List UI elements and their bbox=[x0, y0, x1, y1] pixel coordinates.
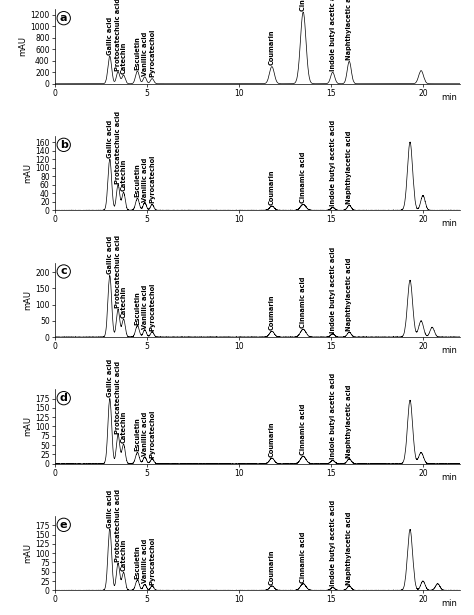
Text: Coumarin: Coumarin bbox=[269, 30, 275, 65]
Text: min: min bbox=[441, 473, 457, 482]
Y-axis label: mAU: mAU bbox=[23, 543, 32, 563]
Text: Gallic acid: Gallic acid bbox=[107, 120, 113, 158]
Text: Coumarin: Coumarin bbox=[269, 170, 275, 205]
Text: b: b bbox=[60, 140, 68, 150]
Text: Naphthylacetic acid: Naphthylacetic acid bbox=[346, 512, 352, 585]
Text: Protocatechuic acid: Protocatechuic acid bbox=[115, 490, 121, 563]
Text: d: d bbox=[60, 393, 68, 403]
Text: Vanillic acid: Vanillic acid bbox=[142, 411, 148, 456]
Text: min: min bbox=[441, 346, 457, 355]
Y-axis label: mAU: mAU bbox=[18, 36, 27, 57]
Text: Pyrocatechol: Pyrocatechol bbox=[149, 282, 155, 331]
Text: Esculetin: Esculetin bbox=[135, 164, 140, 197]
Text: Pyrocatechol: Pyrocatechol bbox=[149, 410, 155, 458]
Text: Cinnamic acid: Cinnamic acid bbox=[300, 531, 306, 582]
Text: Pyrocatechol: Pyrocatechol bbox=[149, 155, 155, 204]
Y-axis label: mAU: mAU bbox=[23, 416, 32, 437]
Text: Gallic acid: Gallic acid bbox=[107, 359, 113, 397]
Text: Gallic acid: Gallic acid bbox=[107, 236, 113, 274]
Text: Indole butyl acetic acid: Indole butyl acetic acid bbox=[330, 500, 336, 586]
Text: Catechin: Catechin bbox=[120, 42, 127, 74]
Text: Catechin: Catechin bbox=[120, 286, 127, 318]
Text: Esculetin: Esculetin bbox=[135, 418, 140, 451]
Text: Naphthylacetic acid: Naphthylacetic acid bbox=[346, 0, 352, 60]
Text: a: a bbox=[60, 13, 67, 23]
Text: Indole butyl acetic acid: Indole butyl acetic acid bbox=[330, 247, 336, 333]
Text: Protocatechuic acid: Protocatechuic acid bbox=[115, 236, 121, 308]
Text: e: e bbox=[60, 520, 67, 530]
Text: Catechin: Catechin bbox=[120, 539, 127, 571]
Text: Naphthylacetic acid: Naphthylacetic acid bbox=[346, 258, 352, 331]
Text: Protocatechuic acid: Protocatechuic acid bbox=[115, 360, 121, 434]
Text: Protocatechuic acid: Protocatechuic acid bbox=[115, 111, 121, 184]
Text: Pyrocatechol: Pyrocatechol bbox=[149, 536, 155, 585]
Text: Indole butyl acetic acid: Indole butyl acetic acid bbox=[330, 373, 336, 459]
Text: Esculetin: Esculetin bbox=[135, 291, 140, 325]
Text: Protocatechuic acid: Protocatechuic acid bbox=[115, 0, 121, 71]
Text: Gallic acid: Gallic acid bbox=[107, 17, 113, 55]
Text: Vanillic acid: Vanillic acid bbox=[142, 31, 148, 76]
Text: Vanillic acid: Vanillic acid bbox=[142, 285, 148, 329]
Text: Pyrocatechol: Pyrocatechol bbox=[149, 29, 155, 77]
Text: min: min bbox=[441, 220, 457, 228]
Text: Cinnamic acid: Cinnamic acid bbox=[300, 152, 306, 204]
Text: Catechin: Catechin bbox=[120, 159, 127, 191]
Text: Vanillic acid: Vanillic acid bbox=[142, 157, 148, 202]
Text: Naphthylacetic acid: Naphthylacetic acid bbox=[346, 131, 352, 204]
Text: Esculetin: Esculetin bbox=[135, 545, 140, 579]
Text: Cinnamic acid: Cinnamic acid bbox=[300, 0, 306, 11]
Text: min: min bbox=[441, 93, 457, 101]
Text: Indole butyl acetic acid: Indole butyl acetic acid bbox=[330, 0, 336, 71]
Text: Vanillic acid: Vanillic acid bbox=[142, 539, 148, 583]
Text: Cinnamic acid: Cinnamic acid bbox=[300, 404, 306, 455]
Text: Coumarin: Coumarin bbox=[269, 295, 275, 330]
Text: Catechin: Catechin bbox=[120, 411, 127, 443]
Text: Esculetin: Esculetin bbox=[135, 36, 140, 70]
Text: Indole butyl acetic acid: Indole butyl acetic acid bbox=[330, 120, 336, 206]
Text: min: min bbox=[441, 600, 457, 608]
Y-axis label: mAU: mAU bbox=[23, 163, 32, 183]
Text: Coumarin: Coumarin bbox=[269, 549, 275, 585]
Text: Cinnamic acid: Cinnamic acid bbox=[300, 277, 306, 328]
Text: Naphthylacetic acid: Naphthylacetic acid bbox=[346, 384, 352, 458]
Text: Gallic acid: Gallic acid bbox=[107, 490, 113, 528]
Text: c: c bbox=[60, 266, 67, 277]
Text: Coumarin: Coumarin bbox=[269, 421, 275, 457]
Y-axis label: mAU: mAU bbox=[23, 290, 32, 310]
